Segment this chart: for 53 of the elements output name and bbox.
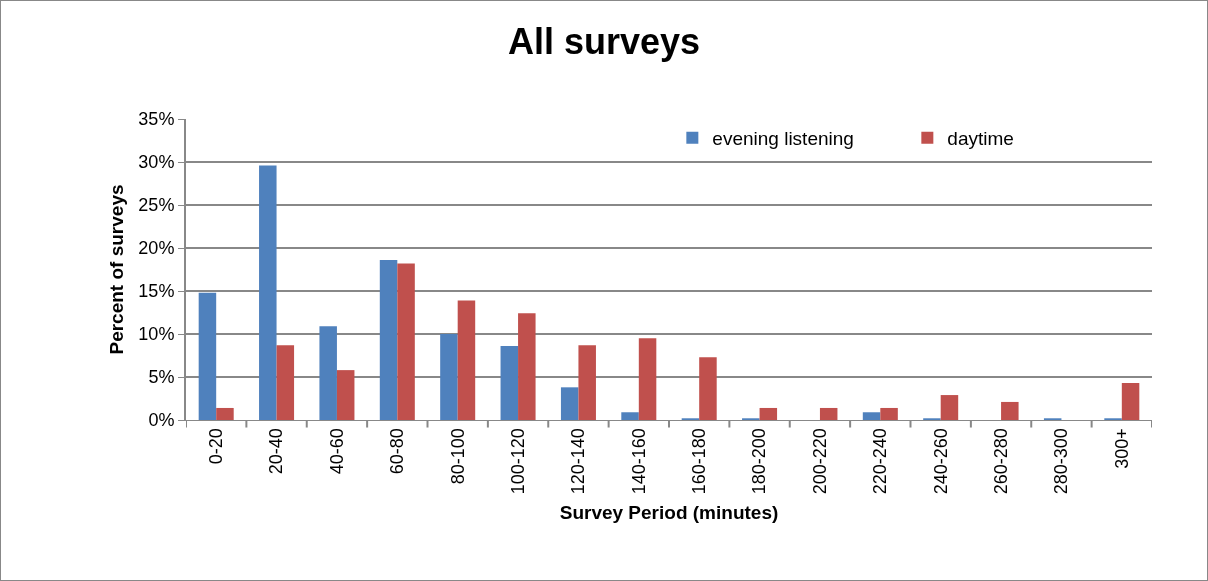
bar [259,165,277,420]
legend-label: evening listening [712,128,854,150]
chart-title: All surveys [507,21,701,63]
x-tick-label: 0-20 [206,428,227,465]
bar [500,346,519,420]
y-tick-label: 25% [138,195,175,216]
x-tick-label: 200-220 [809,428,830,495]
bar [638,338,657,420]
x-tick-label: 20-40 [266,428,287,475]
y-tick-label: 15% [138,281,175,302]
x-tick-label: 100-120 [507,428,528,495]
y-tick-label: 30% [138,152,175,173]
x-tick-label: 220-240 [870,428,891,495]
bar [621,412,639,420]
bar [578,345,596,420]
bar [379,260,398,420]
x-tick-label: 260-280 [990,428,1011,495]
bar [457,300,476,420]
bar [440,334,458,420]
x-tick-label: 140-160 [628,428,649,495]
x-tick-label: 120-140 [568,428,589,495]
y-tick-label: 20% [138,238,175,259]
x-tick-label: 280-300 [1051,428,1072,495]
x-tick-label: 40-60 [326,428,347,475]
bar [1121,383,1140,420]
y-tick-label: 10% [138,324,175,345]
bar [518,313,536,420]
bar [699,357,717,420]
bar [940,395,959,420]
bar [276,345,295,420]
legend-label: daytime [947,128,1014,150]
bar [336,370,355,420]
bar [1001,401,1019,420]
y-tick-label: 5% [148,367,175,388]
bar [819,407,838,420]
x-tick-label: 160-180 [689,428,710,495]
bar [862,412,881,420]
y-tick-label: 35% [138,109,175,130]
x-tick-label: 300+ [1111,428,1132,469]
bar [216,407,234,420]
bar [198,292,217,420]
x-tick-label: 240-260 [930,428,951,495]
x-tick-label: 80-100 [447,428,468,485]
x-axis-title: Survey Period (minutes) [559,502,779,524]
bar [319,326,337,420]
bar [880,407,898,420]
y-tick-label: 0% [148,410,175,431]
x-tick-label: 180-200 [749,428,770,495]
y-axis-title: Percent of surveys [105,184,127,355]
bar [759,407,778,420]
bar [560,387,579,420]
x-tick-label: 60-80 [387,428,408,475]
bar [397,263,415,420]
